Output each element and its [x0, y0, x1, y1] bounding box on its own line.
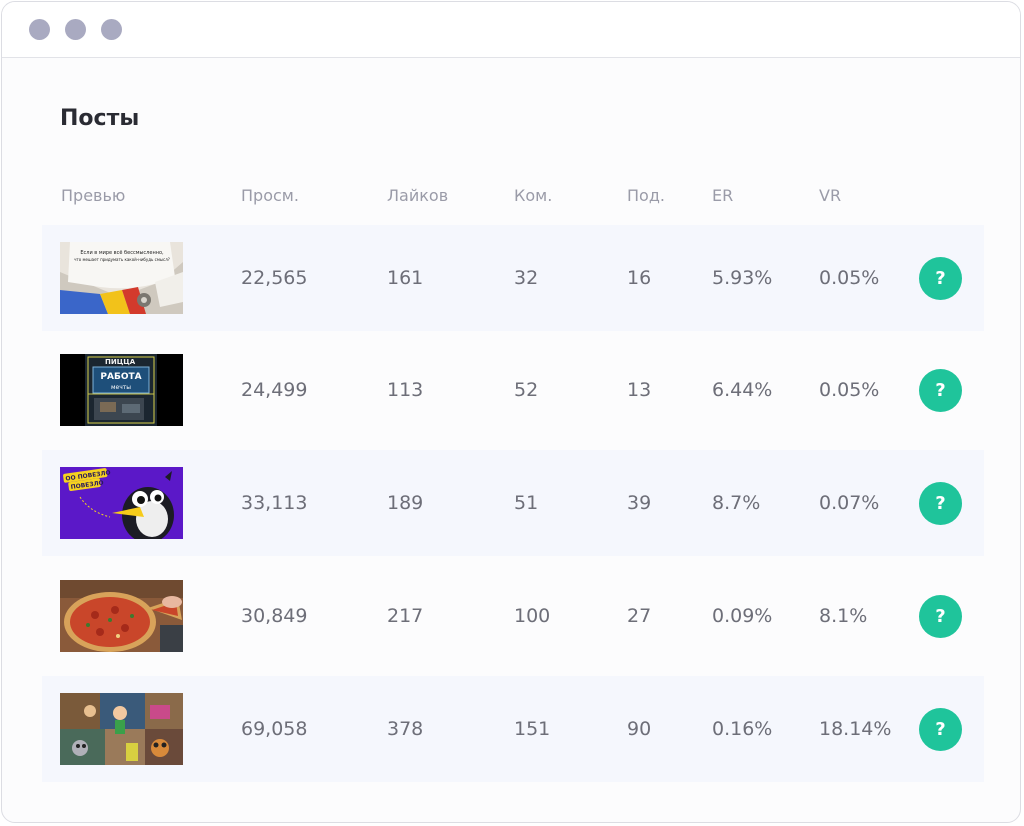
cell-vr: 0.05% [819, 267, 880, 289]
column-header-views[interactable]: Просм. [241, 186, 299, 205]
table-row[interactable]: Если в мире всё бессмысленно, что мешает… [42, 225, 984, 331]
thumbnail-text-bottom: что мешает придумать какой-нибудь смысл? [74, 257, 170, 262]
cell-comments: 32 [514, 267, 539, 289]
thumbnail-text-top: Если в мире всё бессмысленно, [80, 250, 164, 256]
window-titlebar [2, 2, 1020, 58]
window-control-dot[interactable] [29, 19, 50, 40]
cell-views: 24,499 [241, 379, 308, 401]
cell-subs: 27 [627, 605, 652, 627]
cell-views: 30,849 [241, 605, 308, 627]
thumbnail-sign-text: ПИЦЦА [105, 358, 136, 366]
page-title: Посты [60, 106, 140, 131]
help-question-icon: ? [935, 380, 946, 401]
column-header-likes[interactable]: Лайков [387, 186, 449, 205]
help-button[interactable]: ? [919, 708, 962, 751]
help-question-icon: ? [935, 493, 946, 514]
thumbnail-sock-image: Если в мире всё бессмысленно, что мешает… [60, 242, 183, 314]
table-row[interactable]: 69,058 378 151 90 0.16% 18.14% ? [42, 676, 984, 782]
table-header: Превью Просм. Лайков Ком. Под. ER VR [0, 186, 1024, 206]
table-row[interactable]: 30,849 217 100 27 0.09% 8.1% ? [42, 563, 984, 669]
table-row[interactable]: ОО ПОВЕЗЛО ПОВЕЗЛО 33,113 189 51 39 8.7%… [42, 450, 984, 556]
cell-er: 0.16% [712, 718, 773, 740]
column-header-comments[interactable]: Ком. [514, 186, 553, 205]
column-header-er[interactable]: ER [712, 186, 734, 205]
help-button[interactable]: ? [919, 482, 962, 525]
post-thumbnail[interactable] [60, 580, 183, 652]
cell-subs: 13 [627, 379, 652, 401]
cell-likes: 378 [387, 718, 424, 740]
help-question-icon: ? [935, 606, 946, 627]
help-button[interactable]: ? [919, 595, 962, 638]
thumbnail-pizza-image [60, 580, 183, 652]
cell-comments: 151 [514, 718, 551, 740]
cell-er: 8.7% [712, 492, 761, 514]
window-control-dot[interactable] [65, 19, 86, 40]
cell-likes: 217 [387, 605, 424, 627]
cell-views: 69,058 [241, 718, 308, 740]
table-row[interactable]: ПИЦЦА РАБОТА мечты 24,499 113 52 13 6.44… [42, 337, 984, 443]
column-header-subs[interactable]: Под. [627, 186, 665, 205]
column-header-vr[interactable]: VR [819, 186, 842, 205]
column-header-preview[interactable]: Превью [61, 186, 126, 205]
help-button[interactable]: ? [919, 257, 962, 300]
cell-vr: 0.05% [819, 379, 880, 401]
post-thumbnail[interactable]: ОО ПОВЕЗЛО ПОВЕЗЛО [60, 467, 183, 539]
help-question-icon: ? [935, 268, 946, 289]
cell-likes: 161 [387, 267, 424, 289]
post-thumbnail[interactable]: ПИЦЦА РАБОТА мечты [60, 354, 183, 426]
cell-comments: 100 [514, 605, 551, 627]
thumbnail-cartoon-collage-image [60, 693, 183, 765]
cell-vr: 18.14% [819, 718, 892, 740]
cell-views: 22,565 [241, 267, 308, 289]
cell-likes: 189 [387, 492, 424, 514]
thumbnail-main-text: РАБОТА [100, 372, 141, 382]
cell-er: 5.93% [712, 267, 773, 289]
cell-likes: 113 [387, 379, 424, 401]
thumbnail-pizzeria-image: ПИЦЦА РАБОТА мечты [60, 354, 183, 426]
thumbnail-badge-bottom: ПОВЕЗЛО [70, 479, 104, 491]
thumbnail-bird-image: ОО ПОВЕЗЛО ПОВЕЗЛО [60, 467, 183, 539]
cell-views: 33,113 [241, 492, 308, 514]
cell-comments: 52 [514, 379, 539, 401]
cell-subs: 16 [627, 267, 652, 289]
thumbnail-sub-text: мечты [111, 384, 131, 391]
cell-subs: 90 [627, 718, 652, 740]
cell-subs: 39 [627, 492, 652, 514]
help-button[interactable]: ? [919, 369, 962, 412]
cell-er: 6.44% [712, 379, 773, 401]
cell-vr: 0.07% [819, 492, 880, 514]
cell-comments: 51 [514, 492, 539, 514]
cell-er: 0.09% [712, 605, 773, 627]
help-question-icon: ? [935, 719, 946, 740]
window-control-dot[interactable] [101, 19, 122, 40]
post-thumbnail[interactable] [60, 693, 183, 765]
cell-vr: 8.1% [819, 605, 868, 627]
post-thumbnail[interactable]: Если в мире всё бессмысленно, что мешает… [60, 242, 183, 314]
